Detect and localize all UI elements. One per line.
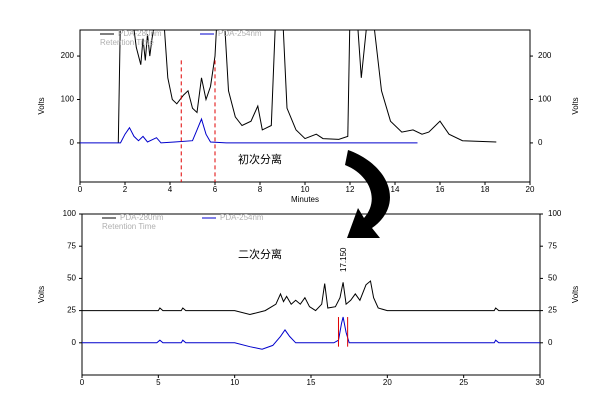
y-tick-label: 50 bbox=[67, 274, 76, 283]
legend-entry: PDA-254nm bbox=[220, 213, 264, 222]
annotation: 二次分离 bbox=[238, 247, 282, 261]
legend-entry: PDA-280nm bbox=[118, 29, 162, 38]
subtitle: Retention Time bbox=[102, 222, 156, 231]
y2-tick-label: 25 bbox=[548, 306, 557, 315]
y2-tick-label: 75 bbox=[548, 241, 557, 250]
plot-area bbox=[82, 280, 540, 350]
x-tick-label: 6 bbox=[213, 185, 218, 194]
subtitle: Retention Time bbox=[100, 38, 154, 47]
x-tick-label: 18 bbox=[481, 185, 490, 194]
y2-tick-label: 100 bbox=[548, 209, 562, 218]
plot-frame bbox=[79, 29, 531, 183]
y-tick-label: 0 bbox=[72, 338, 77, 347]
y2-tick-label: 100 bbox=[538, 95, 552, 104]
x-tick-label: 25 bbox=[459, 378, 468, 387]
y-tick-label: 100 bbox=[63, 209, 77, 218]
y2-tick-label: 200 bbox=[538, 51, 552, 60]
legend-entry: PDA-280nm bbox=[120, 213, 164, 222]
plot-frame bbox=[81, 213, 541, 376]
trace bbox=[82, 280, 540, 316]
x-tick-label: 0 bbox=[80, 378, 85, 387]
x-tick-label: 30 bbox=[536, 378, 545, 387]
x-tick-label: 10 bbox=[230, 378, 239, 387]
y-tick-label: 25 bbox=[67, 306, 76, 315]
x-tick-label: 10 bbox=[301, 185, 310, 194]
y2-tick-label: 0 bbox=[538, 138, 543, 147]
x-tick-label: 20 bbox=[526, 185, 535, 194]
x-tick-label: 12 bbox=[346, 185, 355, 194]
plot-area bbox=[80, 30, 497, 182]
annotation: 初次分离 bbox=[238, 152, 282, 166]
y-tick-label: 200 bbox=[61, 51, 75, 60]
y2-tick-label: 0 bbox=[548, 338, 553, 347]
x-tick-label: 2 bbox=[123, 185, 128, 194]
trace bbox=[80, 117, 418, 144]
x-tick-label: 0 bbox=[78, 185, 83, 194]
transfer-arrow bbox=[345, 150, 390, 238]
x-tick-label: 15 bbox=[307, 378, 316, 387]
y2-axis-label: Volts bbox=[571, 97, 580, 114]
x-tick-label: 20 bbox=[383, 378, 392, 387]
y-axis-label: Volts bbox=[37, 286, 46, 303]
y-axis-label: Volts bbox=[37, 97, 46, 114]
peak-label: 17.150 bbox=[339, 247, 348, 272]
y-tick-label: 0 bbox=[70, 138, 75, 147]
y-tick-label: 100 bbox=[61, 95, 75, 104]
y2-tick-label: 50 bbox=[548, 274, 557, 283]
y2-axis-label: Volts bbox=[571, 286, 580, 303]
x-tick-label: 16 bbox=[436, 185, 445, 194]
trace bbox=[117, 30, 497, 143]
trace bbox=[82, 316, 540, 350]
x-tick-label: 5 bbox=[156, 378, 161, 387]
x-tick-label: 14 bbox=[391, 185, 400, 194]
x-axis-label: Minutes bbox=[291, 195, 319, 204]
y-tick-label: 75 bbox=[67, 241, 76, 250]
legend-entry: PDA-254nm bbox=[218, 29, 262, 38]
x-tick-label: 4 bbox=[168, 185, 173, 194]
x-tick-label: 8 bbox=[258, 185, 263, 194]
